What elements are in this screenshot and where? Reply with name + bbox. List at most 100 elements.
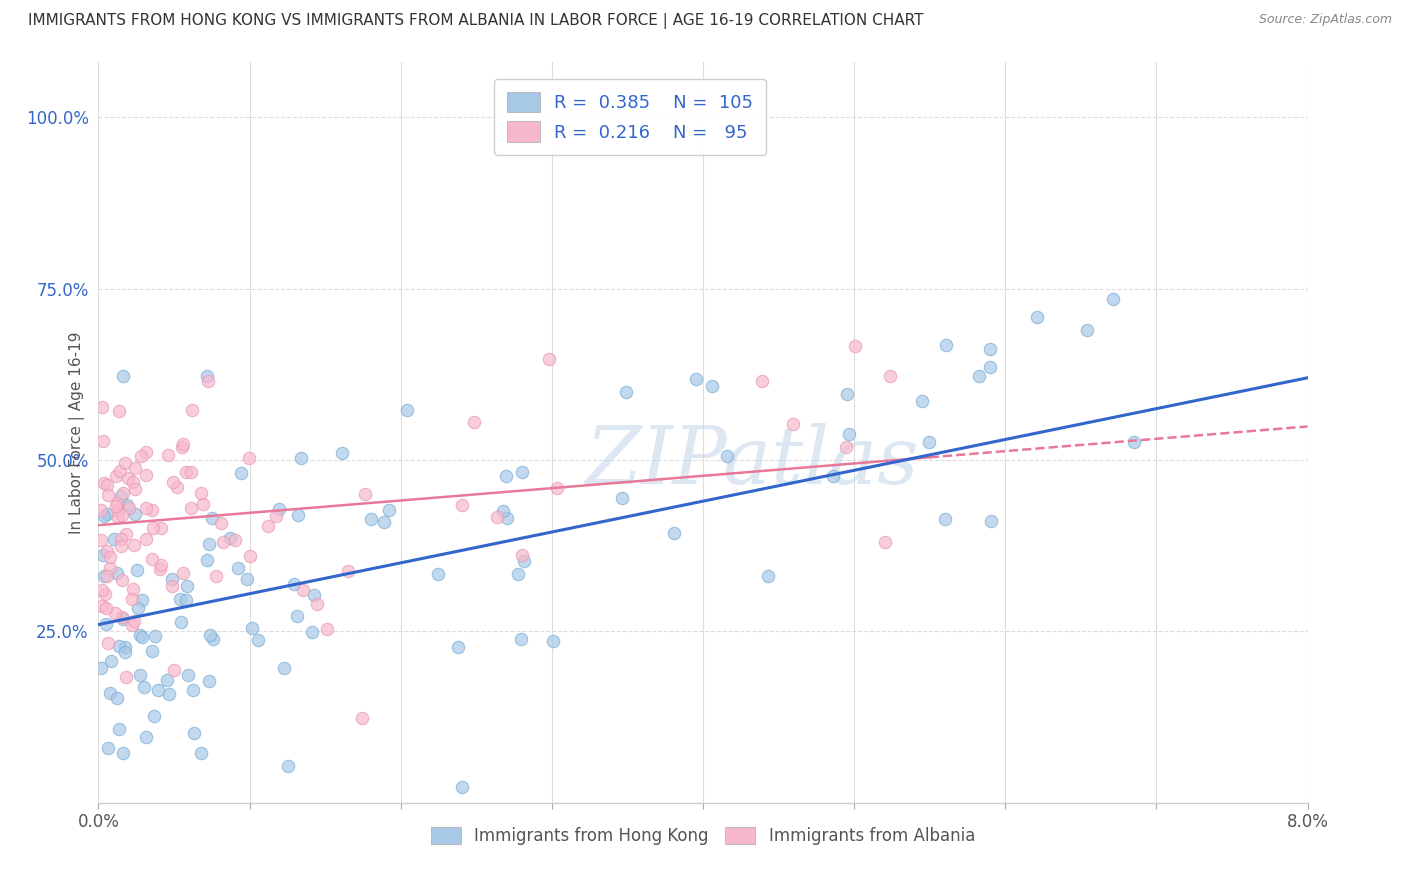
Point xyxy=(495,469,517,483)
Point xyxy=(377,503,399,517)
Point xyxy=(191,497,214,511)
Point xyxy=(614,384,637,399)
Point xyxy=(495,511,517,525)
Point xyxy=(142,521,165,535)
Point xyxy=(246,632,269,647)
Point xyxy=(1076,323,1098,337)
Point xyxy=(285,608,308,623)
Point xyxy=(510,548,533,562)
Point xyxy=(190,486,212,500)
Point xyxy=(108,465,131,479)
Point xyxy=(111,746,134,760)
Point xyxy=(149,558,172,573)
Point xyxy=(129,449,152,463)
Point xyxy=(662,525,685,540)
Point xyxy=(1123,435,1146,450)
Point xyxy=(934,511,956,525)
Text: IMMIGRANTS FROM HONG KONG VS IMMIGRANTS FROM ALBANIA IN LABOR FORCE | AGE 16-19 : IMMIGRANTS FROM HONG KONG VS IMMIGRANTS … xyxy=(28,13,924,29)
Point xyxy=(166,480,188,494)
Point xyxy=(835,440,858,454)
Point xyxy=(135,532,157,546)
Point xyxy=(96,477,118,491)
Point xyxy=(879,369,901,384)
Point xyxy=(146,682,169,697)
Point xyxy=(97,636,120,650)
Point xyxy=(105,469,128,483)
Point xyxy=(463,415,485,429)
Point xyxy=(93,476,115,491)
Point xyxy=(157,448,180,462)
Point xyxy=(91,548,114,562)
Point xyxy=(90,533,112,547)
Point xyxy=(360,512,382,526)
Y-axis label: In Labor Force | Age 16-19: In Labor Force | Age 16-19 xyxy=(69,331,84,534)
Point xyxy=(91,434,114,448)
Point xyxy=(157,687,180,701)
Point xyxy=(162,475,184,489)
Point xyxy=(141,551,163,566)
Point xyxy=(315,622,337,636)
Point xyxy=(125,563,148,577)
Point xyxy=(121,591,143,606)
Point xyxy=(132,680,155,694)
Point xyxy=(105,496,128,510)
Point xyxy=(111,610,134,624)
Point xyxy=(94,616,117,631)
Point xyxy=(546,482,568,496)
Point xyxy=(330,446,353,460)
Point xyxy=(283,576,305,591)
Point xyxy=(135,500,157,515)
Point xyxy=(105,566,128,580)
Point xyxy=(111,612,134,626)
Point xyxy=(875,535,897,549)
Point xyxy=(301,625,323,640)
Point xyxy=(93,508,115,523)
Point xyxy=(98,685,121,699)
Point xyxy=(114,457,136,471)
Point xyxy=(96,569,118,583)
Point xyxy=(290,451,312,466)
Point xyxy=(98,550,121,565)
Point xyxy=(198,673,221,688)
Point xyxy=(124,482,146,496)
Point xyxy=(180,501,202,516)
Point xyxy=(105,691,128,706)
Point xyxy=(277,759,299,773)
Point xyxy=(91,599,114,613)
Point xyxy=(537,352,560,367)
Point xyxy=(837,387,859,401)
Point xyxy=(103,532,125,546)
Point xyxy=(239,549,262,564)
Point xyxy=(180,465,202,479)
Point xyxy=(135,730,157,744)
Point xyxy=(267,502,290,516)
Point xyxy=(181,683,204,698)
Point xyxy=(190,746,212,760)
Point xyxy=(336,564,359,578)
Point xyxy=(176,579,198,593)
Point xyxy=(127,601,149,615)
Point xyxy=(108,404,131,418)
Point xyxy=(236,572,259,586)
Point xyxy=(149,521,172,535)
Point xyxy=(107,503,129,517)
Point xyxy=(114,640,136,654)
Point xyxy=(170,440,193,454)
Point xyxy=(114,670,136,684)
Point xyxy=(782,417,804,432)
Point xyxy=(231,466,253,480)
Point xyxy=(172,566,194,580)
Point xyxy=(756,569,779,583)
Point xyxy=(110,532,132,546)
Legend: Immigrants from Hong Kong, Immigrants from Albania: Immigrants from Hong Kong, Immigrants fr… xyxy=(423,819,983,854)
Point xyxy=(172,436,194,450)
Point xyxy=(93,568,115,582)
Point xyxy=(108,722,131,736)
Point xyxy=(287,508,309,523)
Point xyxy=(105,499,128,513)
Point xyxy=(198,628,221,642)
Point xyxy=(307,597,329,611)
Point xyxy=(700,379,723,393)
Point xyxy=(122,538,145,552)
Point xyxy=(1101,293,1123,307)
